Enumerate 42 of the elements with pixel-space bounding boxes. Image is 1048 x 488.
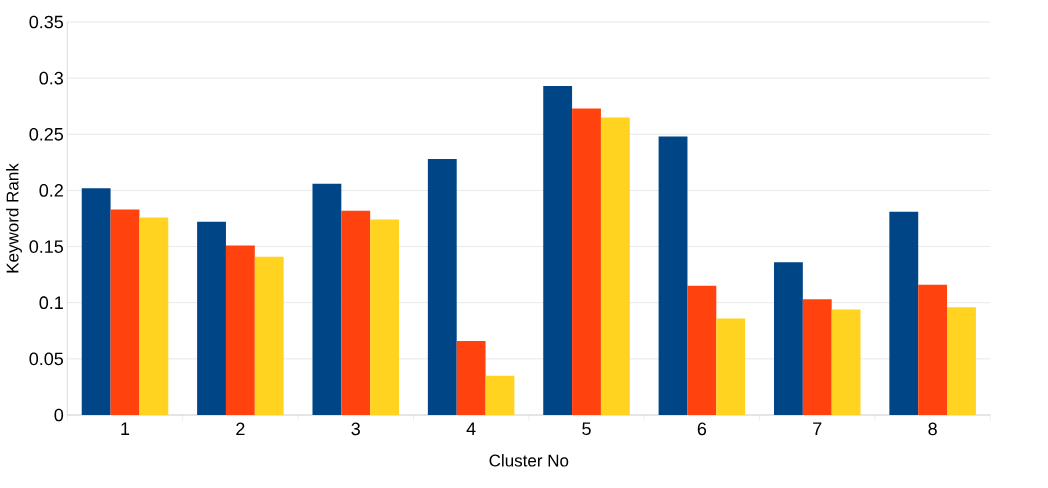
bar [225, 245, 255, 415]
bar [110, 209, 140, 415]
y-tick-label: 0.35 [29, 15, 64, 29]
y-axis-title: Keyword Rank [6, 163, 22, 273]
x-tick-label: 4 [466, 422, 476, 435]
x-tick-label: 6 [697, 422, 707, 436]
x-tick-label: 2 [236, 422, 245, 436]
bar [485, 375, 515, 415]
bar [802, 299, 832, 415]
bar [600, 117, 630, 415]
y-tick-label: 0.25 [29, 127, 64, 141]
bar [254, 256, 284, 415]
bar [197, 221, 226, 415]
y-tick-label: 0.2 [39, 184, 63, 197]
x-tick-label: 5 [582, 422, 591, 436]
y-tick-label: 0.3 [39, 71, 63, 85]
bar [312, 183, 342, 415]
bar [716, 318, 746, 415]
bar [456, 340, 486, 415]
x-axis-title: Cluster No [489, 454, 569, 467]
bar [81, 188, 111, 415]
x-tick-label: 8 [928, 422, 937, 436]
bar [918, 284, 948, 415]
x-tick-label: 7 [813, 422, 822, 435]
bar [341, 210, 371, 415]
x-tick-label: 1 [121, 422, 130, 435]
y-tick-label: 0.1 [39, 296, 63, 310]
bar [139, 217, 169, 415]
bar [370, 219, 400, 415]
bar [831, 309, 861, 415]
y-tick-label: 0.05 [29, 352, 64, 366]
y-tick-label: 0 [54, 408, 64, 422]
bar [543, 86, 573, 415]
bar [572, 108, 601, 415]
bar [947, 307, 976, 415]
x-tick-label: 3 [351, 422, 360, 436]
bar [658, 136, 688, 415]
bar [687, 285, 717, 415]
bar [889, 211, 919, 415]
y-tick-label: 0.15 [29, 240, 64, 253]
bar [427, 158, 457, 415]
bar [773, 262, 803, 415]
